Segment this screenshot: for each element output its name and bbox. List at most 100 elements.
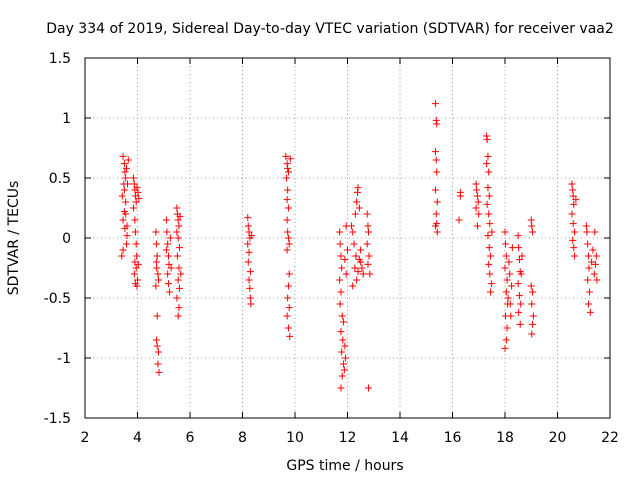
data-point [349, 282, 357, 290]
data-point [363, 210, 371, 218]
data-point [122, 240, 130, 248]
x-tick-label: 4 [133, 430, 142, 446]
data-point [433, 168, 441, 176]
data-point [357, 246, 365, 254]
data-point [337, 328, 345, 336]
data-point [173, 252, 181, 260]
x-tick-label: 2 [81, 430, 90, 446]
data-point [154, 360, 162, 368]
data-point [483, 136, 491, 144]
data-point [569, 192, 577, 200]
y-tick-label: 1.5 [49, 51, 71, 67]
data-point [336, 240, 344, 248]
data-point [174, 216, 182, 224]
data-point [569, 186, 577, 194]
data-point [502, 336, 510, 344]
data-point [162, 216, 170, 224]
data-point [527, 282, 535, 290]
y-axis-title: SDTVAR / TECUs [6, 181, 22, 296]
data-point [351, 210, 359, 218]
data-point [484, 152, 492, 160]
data-point [131, 216, 139, 224]
x-tick-label: 10 [286, 430, 304, 446]
data-point [244, 258, 252, 266]
data-point [502, 240, 510, 248]
data-point [245, 228, 253, 236]
data-point [363, 240, 371, 248]
data-point [503, 276, 511, 284]
data-point [487, 288, 495, 296]
data-point [570, 200, 578, 208]
data-point [133, 282, 141, 290]
data-point [582, 222, 590, 230]
data-point [175, 222, 183, 230]
data-point [485, 168, 493, 176]
data-point [155, 276, 162, 284]
x-tick-label: 12 [339, 430, 357, 446]
data-point [283, 312, 291, 320]
data-point [167, 264, 175, 272]
data-point [583, 228, 591, 236]
data-point [283, 216, 291, 224]
data-point [366, 270, 374, 278]
data-point [433, 120, 441, 128]
data-point [473, 192, 481, 200]
data-point [166, 234, 174, 242]
y-tick-label: -0.5 [44, 291, 71, 307]
y-tick-label: 1 [62, 111, 71, 127]
data-point [284, 164, 292, 172]
data-point [247, 300, 255, 308]
data-point [515, 308, 523, 316]
data-point [122, 210, 130, 218]
data-point [483, 160, 491, 168]
data-point [246, 284, 254, 292]
data-point [131, 228, 139, 236]
data-point [592, 260, 600, 268]
data-point [284, 294, 292, 302]
data-point [359, 270, 367, 278]
data-point [284, 324, 292, 332]
data-point [152, 258, 160, 266]
data-point [572, 196, 580, 204]
data-point [336, 228, 344, 236]
grid [85, 58, 610, 418]
data-point [584, 276, 592, 284]
data-point [245, 248, 253, 256]
tick-labels: 2 4 6 8 10 12 14 16 18 20 22 -1.5 -1 -0.5 0 0.5 1 1.5 [44, 51, 619, 446]
data-point [119, 246, 127, 254]
data-point [338, 348, 346, 356]
data-point [174, 312, 182, 320]
data-point [569, 236, 577, 244]
data-point [283, 196, 291, 204]
data-point [339, 336, 347, 344]
data-point [244, 222, 252, 230]
data-point [353, 276, 361, 284]
data-point [119, 216, 127, 224]
data-point [364, 260, 372, 268]
x-tick-label: 22 [601, 430, 619, 446]
data-point [432, 210, 440, 218]
data-point [340, 318, 348, 326]
data-point [285, 270, 293, 278]
data-point [124, 156, 132, 164]
data-point [571, 228, 579, 236]
data-point [336, 300, 344, 308]
data-point [154, 270, 162, 278]
data-point [589, 246, 597, 254]
data-point [505, 258, 513, 266]
data-point [134, 260, 142, 268]
data-point [340, 366, 348, 374]
data-point [123, 232, 131, 240]
data-point [122, 174, 130, 182]
data-point [244, 214, 252, 222]
data-point [353, 198, 361, 206]
axes [84, 57, 611, 419]
data-point [517, 300, 525, 308]
data-point [133, 184, 141, 192]
data-point [472, 204, 480, 212]
x-tick-label: 14 [391, 430, 409, 446]
x-tick-label: 16 [444, 430, 462, 446]
data-point [590, 270, 598, 278]
y-tick-label: -1.5 [44, 411, 71, 427]
x-tick-label: 20 [549, 430, 567, 446]
